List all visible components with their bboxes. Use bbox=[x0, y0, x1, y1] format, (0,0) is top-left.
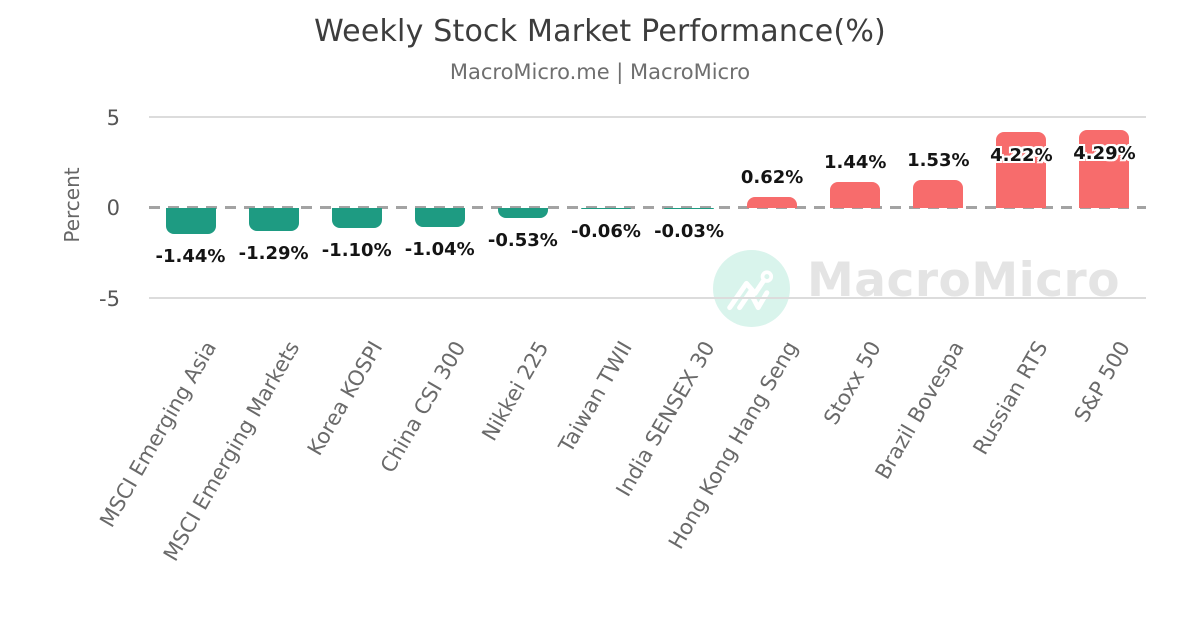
bar-stoxx-50[interactable] bbox=[830, 181, 881, 208]
bar-msci-emerging-markets[interactable] bbox=[248, 208, 299, 232]
watermark-brand-text: MacroMicro bbox=[807, 253, 1121, 308]
bar-hong-kong-hang-seng[interactable] bbox=[747, 196, 798, 208]
bar-s-p-500[interactable] bbox=[1079, 130, 1130, 208]
bar-nikkei-225[interactable] bbox=[497, 208, 548, 218]
bar-korea-kospi[interactable] bbox=[331, 208, 382, 228]
macromicro-line-chart-logo-icon bbox=[713, 250, 790, 327]
chart-title: Weekly Stock Market Performance(%) bbox=[314, 14, 886, 49]
bar-taiwan-twii[interactable] bbox=[580, 208, 631, 210]
bar-value-label: -1.44% bbox=[155, 246, 226, 268]
bar-india-sensex-30[interactable] bbox=[664, 208, 715, 209]
chart-subtitle: MacroMicro.me | MacroMicro bbox=[449, 60, 751, 84]
bar-value-label: -0.03% bbox=[654, 220, 724, 242]
y-tick-label: -5 bbox=[99, 286, 120, 311]
bar-value-label: 4.29% bbox=[1073, 143, 1136, 165]
zero-baseline bbox=[149, 206, 1146, 209]
gridline-minus5 bbox=[149, 297, 1146, 299]
bar-value-label: 1.53% bbox=[907, 150, 970, 172]
gridline-plus5 bbox=[149, 116, 1146, 118]
y-tick-label: 0 bbox=[106, 196, 120, 220]
bar-value-label: -1.04% bbox=[404, 238, 475, 260]
bar-china-csi-300[interactable] bbox=[414, 208, 465, 227]
bar-value-label: -1.29% bbox=[238, 243, 309, 265]
bar-brazil-bovespa[interactable] bbox=[913, 180, 964, 208]
bar-value-label: 1.44% bbox=[823, 151, 887, 173]
bar-value-label: -0.53% bbox=[487, 229, 558, 251]
bar-value-label: 0.62% bbox=[740, 166, 804, 188]
y-tick-label: 5 bbox=[106, 105, 120, 130]
plot-area: MacroMicro -1.44% -1.29% -1.10% -1.04% -0.53… bbox=[149, 0, 1146, 630]
bar-value-label: -0.06% bbox=[570, 221, 641, 243]
bar-value-label: 4.22% bbox=[990, 144, 1053, 166]
bar-russian-rts[interactable] bbox=[996, 131, 1047, 208]
bar-msci-emerging-asia[interactable] bbox=[165, 208, 216, 235]
bar-value-label: -1.10% bbox=[321, 239, 392, 261]
